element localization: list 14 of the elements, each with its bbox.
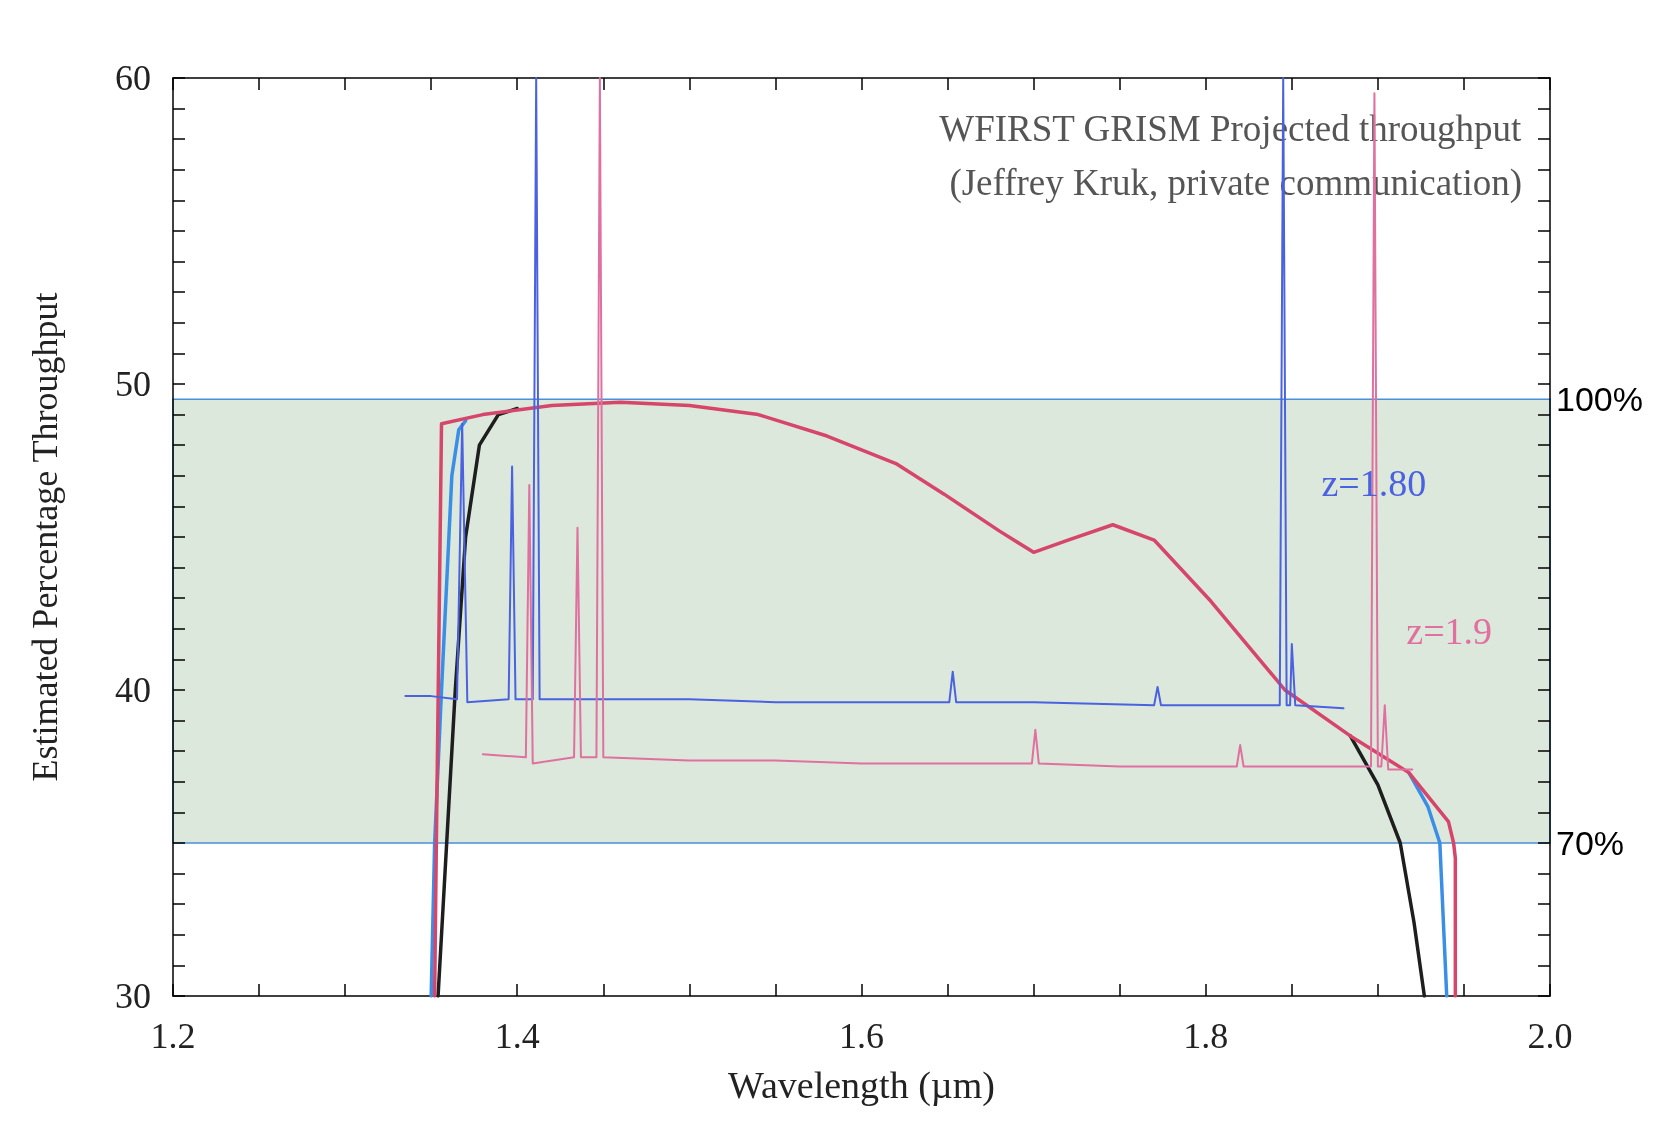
y-tick-label: 50	[115, 364, 151, 404]
series-label: z=1.9	[1406, 609, 1493, 652]
x-tick-label: 2.0	[1527, 1016, 1573, 1056]
y-tick-label: 40	[115, 670, 151, 710]
x-tick-label: 1.4	[494, 1016, 540, 1056]
x-tick-label: 1.2	[150, 1016, 196, 1056]
y-axis-title: Estimated Percentage Throughput	[25, 292, 65, 782]
x-tick-label: 1.8	[1183, 1016, 1229, 1056]
x-tick-label: 1.6	[839, 1016, 884, 1056]
y-tick-label: 30	[115, 976, 151, 1016]
y-tick-label: 60	[115, 58, 151, 98]
y2-tick-label: 70%	[1556, 824, 1625, 863]
x-axis-title: Wavelength (µm)	[728, 1064, 995, 1107]
y2-tick-label: 100%	[1556, 380, 1643, 419]
